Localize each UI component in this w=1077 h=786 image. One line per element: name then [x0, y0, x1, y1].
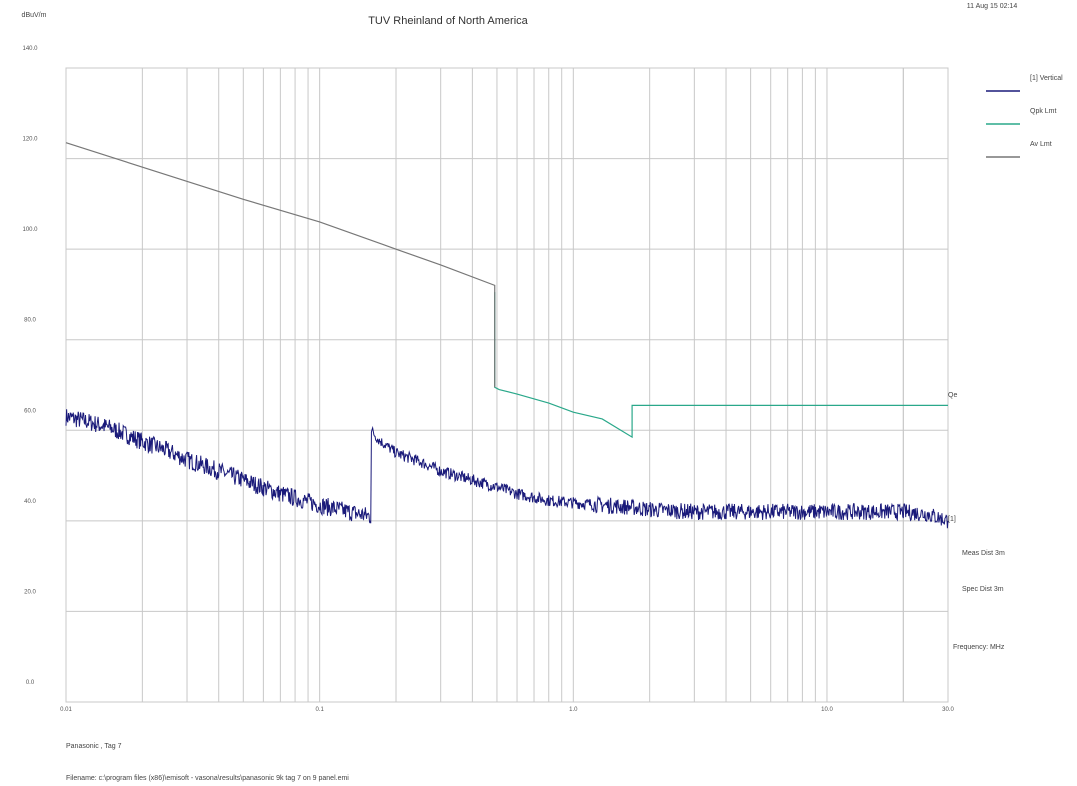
limit-end-label: Qe: [948, 392, 957, 399]
spec-dist-label: Spec Dist 3m: [962, 586, 1004, 593]
y-tick-label: 100.0: [22, 227, 38, 233]
legend-label: Av Lmt: [1030, 141, 1052, 148]
y-tick-label: 60.0: [24, 408, 36, 414]
series-group: [65, 142, 949, 529]
y-axis-label: dBuV/m: [22, 12, 47, 19]
x-tick-label: 1.0: [569, 707, 578, 713]
chart-title: TUV Rheinland of North America: [368, 15, 528, 27]
series-line: [494, 292, 948, 439]
y-tick-label: 140.0: [22, 46, 38, 52]
footer-filename: Filename: c:\program files (x86)\emisoft…: [66, 775, 349, 782]
y-tick-label: 20.0: [24, 589, 36, 595]
x-tick-label: 0.1: [315, 707, 324, 713]
x-tick-labels: 0.01 0.1 1.0 10.0 30.0: [60, 707, 954, 713]
legend: [1] Vertical Qpk Lmt Av Lmt: [986, 75, 1063, 158]
series-line: [65, 142, 496, 388]
series-line: [65, 409, 949, 529]
y-tick-label: 40.0: [24, 499, 36, 505]
x-axis-label: Frequency: MHz: [953, 644, 1005, 651]
grid: [65, 67, 949, 703]
footer-title: Panasonic , Tag 7: [66, 743, 122, 750]
meas-dist-label: Meas Dist 3m: [962, 550, 1005, 557]
y-tick-label: 0.0: [26, 680, 35, 686]
y-tick-label: 120.0: [22, 137, 38, 143]
x-tick-label: 10.0: [821, 707, 833, 713]
y-tick-labels: 140.0 120.0 100.0 80.0 60.0 40.0 20.0 0.0: [22, 46, 38, 686]
x-tick-label: 30.0: [942, 707, 954, 713]
trace-end-label: [1]: [948, 516, 956, 523]
y-tick-label: 80.0: [24, 318, 36, 324]
x-tick-label: 0.01: [60, 707, 72, 713]
legend-label: [1] Vertical: [1030, 75, 1063, 82]
legend-label: Qpk Lmt: [1030, 108, 1057, 115]
timestamp: 11 Aug 15 02:14: [967, 3, 1018, 10]
